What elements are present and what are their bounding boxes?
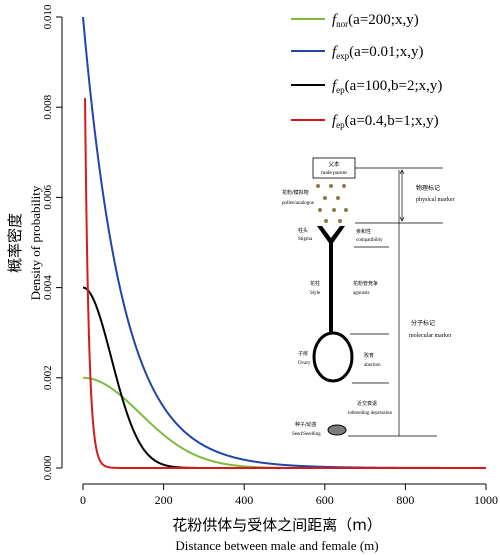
- pollen-dot: [344, 208, 348, 212]
- agonists-label-en: agonists: [353, 291, 369, 296]
- compat-label-cn: 亲和性: [356, 228, 371, 235]
- style-label-cn: 花柱: [310, 280, 320, 287]
- legend-entry: fnor(a=200;x,y): [332, 12, 419, 29]
- y-tick-label: 0.002: [42, 365, 54, 390]
- axes: [61, 17, 486, 485]
- legend-entry: fexp(a=0.01;x,y): [332, 44, 423, 61]
- y-axis-title-cn: 概率密度: [6, 213, 24, 273]
- seed-label-cn: 种子/幼苗: [295, 421, 317, 428]
- physical-marker-label-en: physical marker: [416, 197, 454, 203]
- inbreeding-label-cn: 近交衰退: [357, 400, 377, 407]
- physical-marker-label-cn: 物理标记: [416, 184, 440, 192]
- male-parent-label-en: male parent: [321, 170, 347, 176]
- compat-label-en: compatibility: [356, 238, 383, 243]
- pollen-dot: [336, 196, 340, 200]
- y-tick-label: 0.004: [42, 275, 54, 300]
- pollen-label-cn: 花粉/模拟物: [282, 189, 309, 196]
- x-tick-label: 400: [235, 493, 253, 507]
- x-axis-title-cn: 花粉供体与受体之间距离（m）: [172, 516, 382, 534]
- agonists-label-cn: 花粉管竞争: [353, 280, 378, 287]
- pollen-dot: [338, 219, 342, 223]
- seed-shape: [327, 424, 347, 436]
- physical-arrow-head-bottom: [399, 216, 405, 222]
- x-tick-label: 200: [155, 493, 173, 507]
- stigma-shape: [317, 226, 345, 243]
- inset-diagram: 父本 male parent 花粉/模拟物 pollen/analogue 柱头…: [282, 157, 454, 437]
- legend-entry: fep(a=100,b=2;x,y): [332, 78, 442, 95]
- y-tick-label: 0.010: [42, 4, 54, 29]
- ovary-shape: [312, 331, 354, 383]
- series-line-nor: [83, 376, 486, 469]
- abortion-label-en: abortion: [364, 363, 381, 368]
- y-tick-label: 0.006: [42, 185, 54, 210]
- x-tick-label: 600: [316, 493, 334, 507]
- pollen-dot: [324, 219, 328, 223]
- pollen-dot: [316, 184, 320, 188]
- inbreeding-label-en: inbreeding depression: [348, 411, 393, 416]
- marker-brackets: [348, 167, 443, 437]
- pollen-dot: [318, 208, 322, 212]
- x-axis-title-en: Distance between male and female (m): [175, 538, 378, 553]
- x-tick-label: 0: [80, 493, 86, 507]
- x-tick-label: 1000: [474, 493, 498, 507]
- series-line-ep1: [84, 98, 486, 469]
- physical-arrow-head-top: [399, 169, 405, 175]
- stigma-label-cn: 柱头: [298, 227, 308, 234]
- y-axis-title-en: Density of probability: [28, 185, 43, 300]
- series-group: [82, 16, 486, 469]
- ovary-label-en: Ovary: [298, 361, 311, 366]
- seed-label-en: Seed/Seedling: [292, 432, 321, 437]
- y-tick-label: 0.008: [42, 94, 54, 119]
- y-tick-label: 0.000: [42, 455, 54, 480]
- pollen-dot: [329, 184, 333, 188]
- stigma-label-en: Stigma: [298, 237, 313, 242]
- molecular-marker-label-en: molecular marker: [409, 333, 451, 339]
- x-tick-label: 800: [396, 493, 414, 507]
- pollen-dots: [316, 184, 348, 223]
- series-line-ep2: [82, 286, 486, 469]
- y-ticks: 0.000 0.002 0.004 0.006 0.008 0.010: [42, 4, 62, 480]
- pollen-dot: [323, 196, 327, 200]
- abortion-label-cn: 败育: [364, 352, 374, 359]
- molecular-marker-label-cn: 分子标记: [411, 319, 435, 327]
- male-parent-label-cn: 父本: [328, 160, 340, 168]
- x-ticks: 0 200 400 600 800 1000: [80, 484, 498, 507]
- ovary-label-cn: 子房: [298, 350, 308, 357]
- pollen-label-en: pollen/analogue: [282, 201, 315, 206]
- legend: fnor(a=200;x,y) fexp(a=0.01;x,y) fep(a=100…: [291, 12, 442, 130]
- style-label-en: Style: [310, 291, 321, 296]
- pollen-dot: [342, 184, 346, 188]
- legend-entry: fep(a=0.4,b=1;x,y): [332, 113, 439, 130]
- pollen-dot: [332, 208, 336, 212]
